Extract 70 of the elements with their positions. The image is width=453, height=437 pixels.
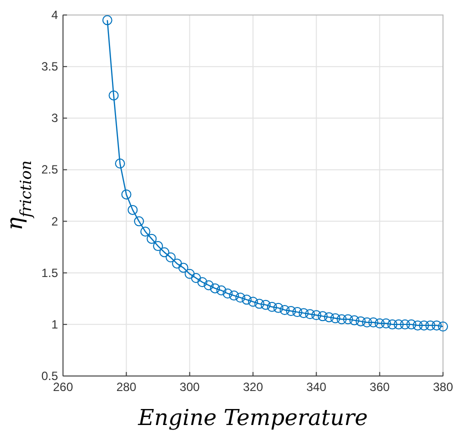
point	[425, 320, 436, 330]
x-tick-label: 340	[306, 380, 327, 394]
y-tick-label: 1	[51, 317, 58, 332]
point	[115, 158, 125, 169]
point	[140, 226, 150, 237]
x-tick-label: 260	[52, 380, 74, 394]
point	[153, 241, 163, 252]
point	[172, 258, 182, 269]
point	[159, 247, 170, 258]
point	[216, 285, 226, 296]
point	[394, 319, 404, 330]
point	[229, 290, 239, 301]
point	[210, 283, 220, 294]
point	[381, 318, 391, 328]
point	[311, 310, 322, 320]
x-tick-label: 380	[432, 380, 453, 394]
point	[260, 300, 271, 310]
point	[374, 318, 385, 328]
point	[318, 311, 328, 322]
point	[235, 292, 246, 303]
point	[432, 320, 442, 330]
point	[128, 204, 138, 215]
point	[330, 313, 340, 324]
point	[222, 288, 233, 298]
y-tick-label: 0.5	[41, 369, 58, 383]
point	[267, 302, 277, 312]
y-tick-label: 3.5	[41, 60, 58, 74]
y-tick-label: 4	[51, 8, 58, 22]
point	[400, 319, 410, 330]
point	[298, 308, 309, 318]
point	[336, 314, 347, 324]
point	[166, 252, 176, 262]
point	[254, 298, 264, 309]
point	[419, 320, 429, 330]
point	[178, 262, 188, 273]
point	[184, 268, 195, 279]
point	[191, 273, 201, 284]
y-tick-label: 1.5	[41, 266, 58, 280]
point	[368, 317, 378, 328]
x-tick-label: 280	[116, 380, 137, 394]
y-tick-label: 3	[51, 111, 58, 126]
point	[204, 280, 214, 290]
point	[305, 309, 315, 320]
point	[324, 312, 334, 322]
point	[286, 306, 296, 316]
point	[102, 15, 112, 26]
y-tick-label: 2.5	[41, 162, 58, 177]
point	[121, 189, 132, 200]
point	[356, 316, 366, 326]
point	[362, 317, 372, 328]
point	[406, 319, 416, 330]
point	[280, 304, 290, 315]
point	[349, 315, 360, 326]
point	[292, 307, 302, 318]
point	[273, 302, 284, 313]
point	[134, 216, 144, 226]
point	[248, 296, 258, 307]
y-tick-label: 2	[51, 214, 58, 228]
point	[412, 320, 423, 330]
point	[438, 321, 448, 332]
point	[387, 319, 398, 330]
point	[197, 277, 208, 288]
x-tick-label: 360	[370, 380, 390, 394]
x-tick-label: 300	[180, 380, 200, 394]
point	[108, 90, 119, 100]
point	[146, 234, 157, 244]
x-axis-title: Engine Temperature	[137, 406, 368, 431]
point	[242, 294, 252, 305]
point	[343, 314, 353, 324]
x-tick-label: 320	[242, 380, 264, 394]
